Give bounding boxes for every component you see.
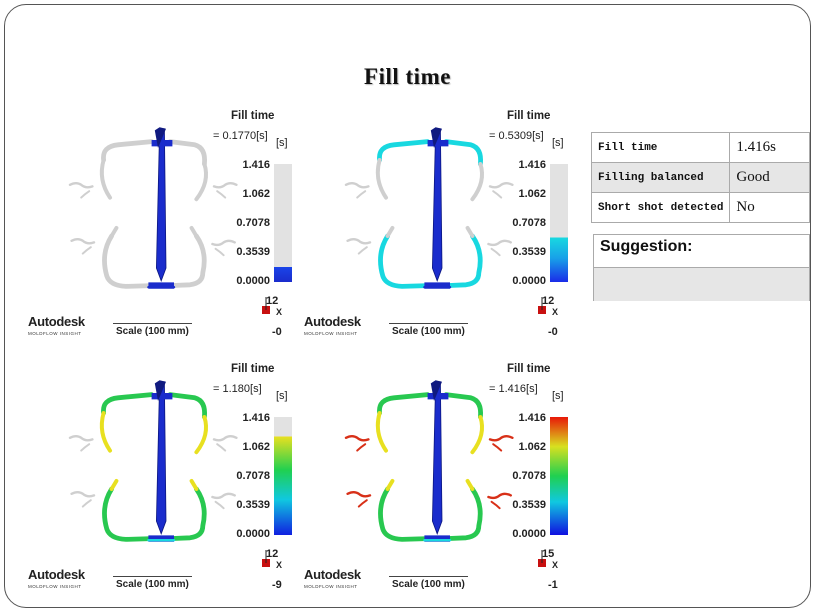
- axis-x-label: X: [276, 307, 283, 317]
- fill-time-label: Fill time: [507, 110, 551, 122]
- fill-time-label: Fill time: [507, 363, 551, 375]
- part-model-image: [344, 380, 514, 542]
- scale-tick-label: 0.7078: [512, 470, 546, 482]
- fill-time-value: = 1.180[s]: [213, 383, 262, 395]
- axis-y-label: 12: [542, 295, 555, 307]
- table-row: Short shot detected No: [590, 192, 811, 223]
- scale-label: Scale (100 mm): [113, 576, 192, 590]
- fill-time-value: = 0.5309[s]: [489, 130, 544, 142]
- autodesk-logo: Autodesk: [304, 567, 361, 582]
- axis-z-label: -1: [548, 579, 558, 591]
- fill-time-value: = 0.1770[s]: [213, 130, 268, 142]
- fill-time-panel-2: Fill time = 0.5309[s] [s] 1.416 1.062 0.7078 0…: [302, 100, 582, 340]
- axis-triad-icon: [262, 297, 270, 314]
- fill-time-label: Fill time: [231, 363, 275, 375]
- scale-tick-label: 1.062: [242, 441, 270, 453]
- moldflow-logo-text: MOLDFLOW INSIGHT: [28, 331, 82, 336]
- axis-triad-icon: [262, 550, 270, 567]
- fill-time-panel-4: Fill time = 1.416[s] [s] 1.416 1.062 0.7078 0.…: [302, 353, 582, 593]
- autodesk-logo: Autodesk: [304, 314, 361, 329]
- fill-time-value: = 1.416[s]: [489, 383, 538, 395]
- scale-tick-label: 0.3539: [236, 246, 270, 258]
- scale-tick-label: 0.0000: [512, 528, 546, 540]
- fill-time-panel-3: Fill time = 1.180[s] [s] 1.416 1.062 0.7078 0.…: [26, 353, 306, 593]
- axis-y-label: 12: [266, 295, 279, 307]
- unit-label: [s]: [552, 137, 564, 149]
- color-scale-bar: [550, 164, 568, 282]
- fill-time-label: Fill time: [590, 132, 731, 163]
- scale-label: Scale (100 mm): [113, 323, 192, 337]
- scale-tick-label: 0.0000: [236, 275, 270, 287]
- scale-tick-label: 1.416: [242, 159, 270, 171]
- scale-tick-label: 1.062: [518, 441, 546, 453]
- scale-tick-label: 0.0000: [512, 275, 546, 287]
- scale-label: Scale (100 mm): [389, 576, 468, 590]
- axis-triad-icon: [538, 297, 546, 314]
- suggestion-box: Suggestion:: [593, 234, 810, 301]
- table-row: Fill time 1.416s: [590, 132, 811, 163]
- part-model-image: [344, 127, 514, 289]
- page-title: Fill time: [364, 64, 451, 89]
- unit-label: [s]: [276, 390, 288, 402]
- scale-tick-label: 0.3539: [512, 499, 546, 511]
- part-model-image: [68, 127, 238, 289]
- fill-time-value: 1.416s: [729, 132, 811, 163]
- scale-tick-label: 0.3539: [236, 499, 270, 511]
- filling-balanced-label: Filling balanced: [590, 162, 731, 193]
- filling-balanced-value: Good: [729, 162, 811, 193]
- scale-label: Scale (100 mm): [389, 323, 468, 337]
- table-row: Filling balanced Good: [590, 162, 811, 193]
- suggestion-heading: Suggestion:: [594, 235, 809, 268]
- axis-z-label: -0: [272, 326, 282, 338]
- suggestion-text: [594, 268, 809, 301]
- short-shot-value: No: [729, 192, 811, 223]
- axis-x-label: X: [552, 560, 559, 570]
- axis-x-label: X: [276, 560, 283, 570]
- short-shot-label: Short shot detected: [590, 192, 731, 223]
- scale-tick-label: 1.062: [242, 188, 270, 200]
- scale-tick-label: 0.3539: [512, 246, 546, 258]
- axis-z-label: -0: [548, 326, 558, 338]
- scale-tick-label: 1.416: [242, 412, 270, 424]
- axis-y-label: 12: [266, 548, 279, 560]
- moldflow-logo-text: MOLDFLOW INSIGHT: [304, 331, 358, 336]
- scale-tick-label: 0.7078: [512, 217, 546, 229]
- scale-tick-label: 0.7078: [236, 470, 270, 482]
- moldflow-logo-text: MOLDFLOW INSIGHT: [28, 584, 82, 589]
- scale-tick-label: 0.7078: [236, 217, 270, 229]
- axis-y-label: 15: [542, 548, 555, 560]
- results-table: Fill time 1.416s Filling balanced Good S…: [590, 132, 811, 223]
- autodesk-logo: Autodesk: [28, 567, 85, 582]
- part-model-image: [68, 380, 238, 542]
- color-scale-bar: [274, 164, 292, 282]
- axis-z-label: -9: [272, 579, 282, 591]
- color-scale-bar: [274, 417, 292, 535]
- axis-x-label: X: [552, 307, 559, 317]
- autodesk-logo: Autodesk: [28, 314, 85, 329]
- moldflow-logo-text: MOLDFLOW INSIGHT: [304, 584, 358, 589]
- slide-frame: [4, 4, 811, 608]
- scale-tick-label: 1.416: [518, 159, 546, 171]
- unit-label: [s]: [276, 137, 288, 149]
- color-scale-bar: [550, 417, 568, 535]
- scale-tick-label: 0.0000: [236, 528, 270, 540]
- fill-time-label: Fill time: [231, 110, 275, 122]
- unit-label: [s]: [552, 390, 564, 402]
- fill-time-panel-1: Fill time = 0.1770[s] [s] 1.416 1.062 0.7078 0…: [26, 100, 306, 340]
- axis-triad-icon: [538, 550, 546, 567]
- scale-tick-label: 1.416: [518, 412, 546, 424]
- scale-tick-label: 1.062: [518, 188, 546, 200]
